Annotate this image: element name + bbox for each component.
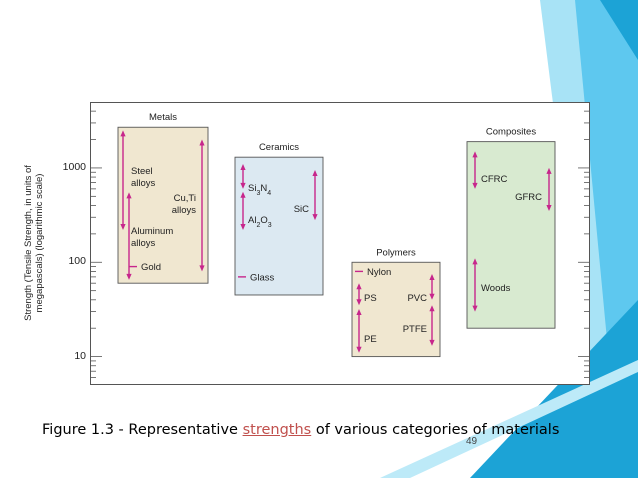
bar-gfrc-head-top bbox=[546, 167, 552, 174]
bar-sic-head-bottom bbox=[312, 214, 318, 221]
bar-pvc-head-bottom bbox=[429, 293, 435, 300]
label-gfrc: GFRC bbox=[515, 192, 542, 203]
bar-cuti-alloys-head-top bbox=[199, 139, 205, 146]
accent-band-dark bbox=[600, 0, 638, 60]
label-cuti-alloys-2: alloys bbox=[172, 205, 197, 216]
category-box-ceramics bbox=[234, 156, 324, 296]
bar-woods-head-bottom bbox=[472, 305, 478, 312]
label-aluminum-alloys-1: Aluminum bbox=[131, 226, 173, 237]
y-tick-label: 10 bbox=[74, 349, 86, 362]
bar-si3n4-head-bottom bbox=[240, 182, 246, 189]
bar-al2o3-head-bottom bbox=[240, 223, 246, 230]
strength-chart: MetalsCeramicsPolymersCompositesSteelall… bbox=[90, 102, 590, 385]
category-box-polymers bbox=[351, 261, 441, 358]
label-al2o3: Al2O3 bbox=[248, 215, 272, 229]
label-gold: Gold bbox=[141, 262, 161, 273]
figure-caption: Figure 1.3 - Representative strengths of… bbox=[42, 422, 559, 438]
caption-suffix: of various categories of materials bbox=[311, 422, 560, 438]
label-glass: Glass bbox=[250, 272, 275, 283]
label-steel-alloys-2: alloys bbox=[131, 178, 156, 189]
bar-steel-alloys-head-top bbox=[120, 130, 126, 137]
y-axis-label: Strength (Tensile Strength, in units of m… bbox=[23, 133, 45, 353]
bar-si3n4-head-top bbox=[240, 164, 246, 171]
bar-gfrc-head-bottom bbox=[546, 204, 552, 211]
bar-ptfe-head-bottom bbox=[429, 339, 435, 346]
category-label-polymers: Polymers bbox=[376, 247, 416, 258]
category-label-composites: Composites bbox=[486, 127, 536, 138]
page-number: 49 bbox=[466, 436, 478, 447]
bar-ps-head-top bbox=[356, 283, 362, 290]
bar-pe-head-bottom bbox=[356, 346, 362, 353]
bar-sic-head-top bbox=[312, 170, 318, 177]
category-box-composites bbox=[466, 141, 556, 329]
label-woods: Woods bbox=[481, 283, 511, 294]
label-steel-alloys-1: Steel bbox=[131, 166, 153, 177]
y-axis-label-line1: Strength (Tensile Strength, in units of bbox=[23, 165, 34, 321]
accent-band-bottom bbox=[470, 300, 638, 478]
caption-highlight-link[interactable]: strengths bbox=[242, 422, 312, 438]
bar-steel-alloys-head-bottom bbox=[120, 223, 126, 230]
label-ptfe: PTFE bbox=[403, 324, 427, 335]
bar-al2o3-head-top bbox=[240, 191, 246, 198]
bar-aluminum-alloys-head-bottom bbox=[126, 273, 132, 280]
y-axis-label-line2: megapascals) (logarithmic scale) bbox=[34, 173, 45, 313]
category-label-ceramics: Ceramics bbox=[259, 142, 299, 153]
bar-cfrc-head-bottom bbox=[472, 182, 478, 189]
label-pvc: PVC bbox=[407, 293, 427, 304]
bar-aluminum-alloys-head-top bbox=[126, 192, 132, 199]
label-aluminum-alloys-2: alloys bbox=[131, 238, 156, 249]
bar-ptfe-head-top bbox=[429, 305, 435, 312]
bar-woods-head-top bbox=[472, 258, 478, 265]
category-box-metals bbox=[117, 126, 209, 284]
bar-cfrc-head-top bbox=[472, 151, 478, 158]
y-tick-label: 1000 bbox=[62, 160, 86, 173]
label-cfrc: CFRC bbox=[481, 174, 508, 185]
category-label-metals: Metals bbox=[149, 112, 177, 123]
caption-prefix: Figure 1.3 - Representative bbox=[42, 422, 243, 438]
bar-pe-head-top bbox=[356, 308, 362, 315]
label-sic: SiC bbox=[294, 204, 309, 215]
y-tick-label: 100 bbox=[68, 255, 86, 268]
bar-ps-head-bottom bbox=[356, 299, 362, 306]
label-ps: PS bbox=[364, 293, 377, 304]
label-pe: PE bbox=[364, 334, 377, 345]
label-nylon: Nylon bbox=[367, 267, 391, 278]
accent-band-bottom-light bbox=[380, 360, 638, 478]
bar-cuti-alloys-head-bottom bbox=[199, 265, 205, 272]
label-cuti-alloys-1: Cu,Ti bbox=[174, 193, 196, 204]
bar-pvc-head-top bbox=[429, 274, 435, 281]
label-si3n4: Si3N4 bbox=[248, 183, 271, 197]
